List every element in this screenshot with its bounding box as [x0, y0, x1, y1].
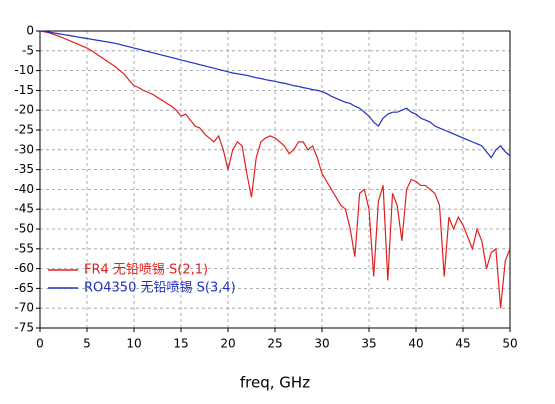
data-line	[39, 30, 511, 159]
y-tick-label: 0	[26, 24, 34, 38]
data-line	[39, 30, 511, 309]
y-tick-label: -60	[14, 261, 34, 275]
x-tick-label: 10	[126, 337, 141, 351]
x-tick-label: 35	[361, 337, 376, 351]
x-tick-label: 40	[408, 337, 423, 351]
x-tick-label: 30	[314, 337, 329, 351]
y-tick-label: -45	[14, 202, 34, 216]
x-axis-label: freq, GHz	[240, 374, 310, 392]
y-tick-label: -10	[14, 63, 34, 77]
y-tick-label: -50	[14, 222, 34, 236]
y-tick-label: -40	[14, 182, 34, 196]
y-tick-label: -75	[14, 321, 34, 335]
x-tick-label: 20	[220, 337, 235, 351]
y-tick-label: -35	[14, 162, 34, 176]
plot-frame	[39, 30, 511, 329]
x-tick-label: 45	[455, 337, 470, 351]
y-tick-label: -20	[14, 103, 34, 117]
y-tick-label: -70	[14, 301, 34, 315]
legend-label: RO4350 无铅喷锡 S(3,4)	[84, 281, 236, 296]
legend-label: FR4 无铅喷锡 S(2,1)	[84, 263, 208, 278]
y-tick-label: -65	[14, 281, 34, 295]
y-tick-label: -5	[22, 43, 34, 57]
x-tick-label: 25	[267, 337, 282, 351]
y-tick-label: -25	[14, 123, 34, 137]
y-tick-label: -15	[14, 83, 34, 97]
y-tick-label: -30	[14, 142, 34, 156]
x-tick-label: 50	[502, 337, 517, 351]
y-tick-label: -55	[14, 241, 34, 255]
x-tick-label: 15	[173, 337, 188, 351]
x-tick-label: 5	[83, 337, 91, 351]
x-tick-label: 0	[36, 337, 44, 351]
